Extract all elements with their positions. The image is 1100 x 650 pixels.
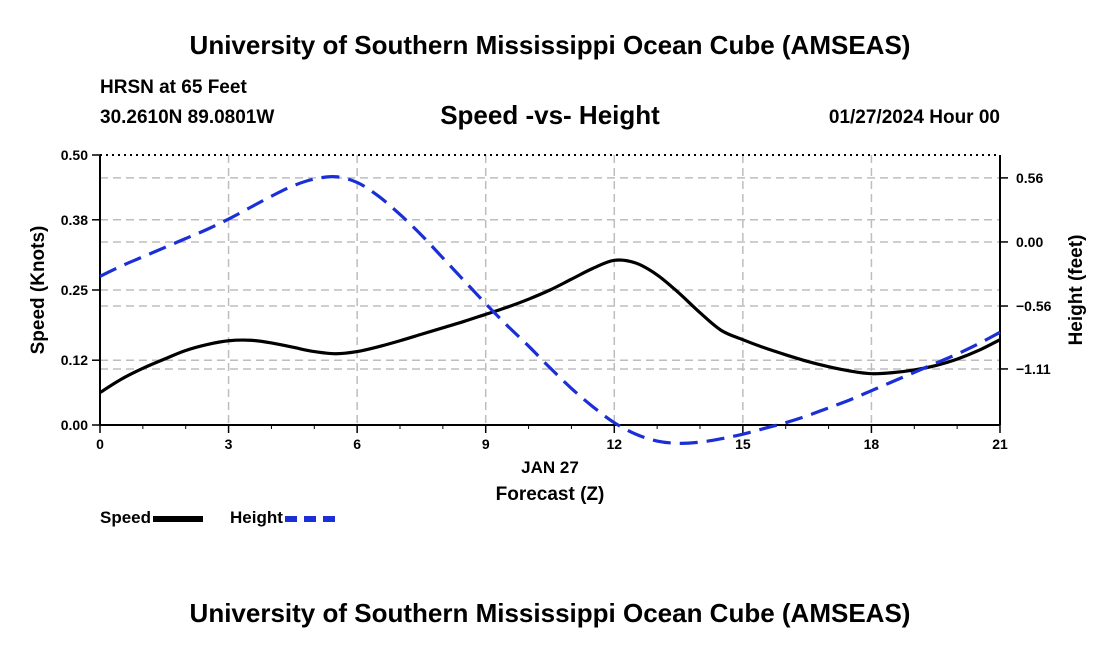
x-tick-label: 15 bbox=[735, 436, 751, 452]
legend-speed: Speed bbox=[100, 508, 204, 528]
y2-tick-label: −0.56 bbox=[1016, 298, 1052, 314]
footer-title: University of Southern Mississippi Ocean… bbox=[189, 598, 911, 628]
x-tick-label: 18 bbox=[864, 436, 880, 452]
y-tick-label: 0.50 bbox=[61, 147, 88, 163]
coordinates-label: 30.2610N 89.0801W bbox=[100, 107, 275, 128]
x-tick-label: 6 bbox=[353, 436, 361, 452]
legend-height-label: Height bbox=[230, 508, 283, 527]
station-label: HRSN at 65 Feet bbox=[100, 77, 247, 98]
legend-height-swatch bbox=[284, 515, 335, 522]
y2-tick-label: −1.11 bbox=[1016, 361, 1051, 377]
y-tick-label: 0.38 bbox=[61, 212, 88, 228]
legend-speed-label: Speed bbox=[100, 508, 152, 527]
x-tick-label: 21 bbox=[992, 436, 1008, 452]
date-label: 01/27/2024 Hour 00 bbox=[828, 107, 1000, 128]
legend-height: Height bbox=[230, 508, 335, 528]
y2-tick-label: 0.00 bbox=[1016, 234, 1043, 250]
x-tick-label: 0 bbox=[96, 436, 104, 452]
y-tick-label: 0.25 bbox=[61, 282, 88, 298]
y-tick-label: 0.00 bbox=[61, 417, 88, 433]
page-title: University of Southern Mississippi Ocean… bbox=[189, 30, 911, 60]
x-axis-date-label: JAN 27 bbox=[521, 458, 579, 477]
x-axis-title: Forecast (Z) bbox=[496, 484, 605, 505]
x-tick-label: 9 bbox=[482, 436, 490, 452]
y2-axis-title: Height (feet) bbox=[1066, 235, 1087, 346]
y-axis-title: Speed (Knots) bbox=[28, 226, 49, 355]
y-tick-label: 0.12 bbox=[61, 352, 88, 368]
y2-tick-label: 0.56 bbox=[1016, 170, 1043, 186]
legend-speed-swatch bbox=[153, 515, 204, 522]
x-tick-label: 12 bbox=[606, 436, 622, 452]
chart-title: Speed -vs- Height bbox=[440, 100, 660, 130]
x-tick-label: 3 bbox=[225, 436, 233, 452]
speed-series-line bbox=[99, 258, 1001, 394]
height-series-line bbox=[99, 175, 1001, 445]
